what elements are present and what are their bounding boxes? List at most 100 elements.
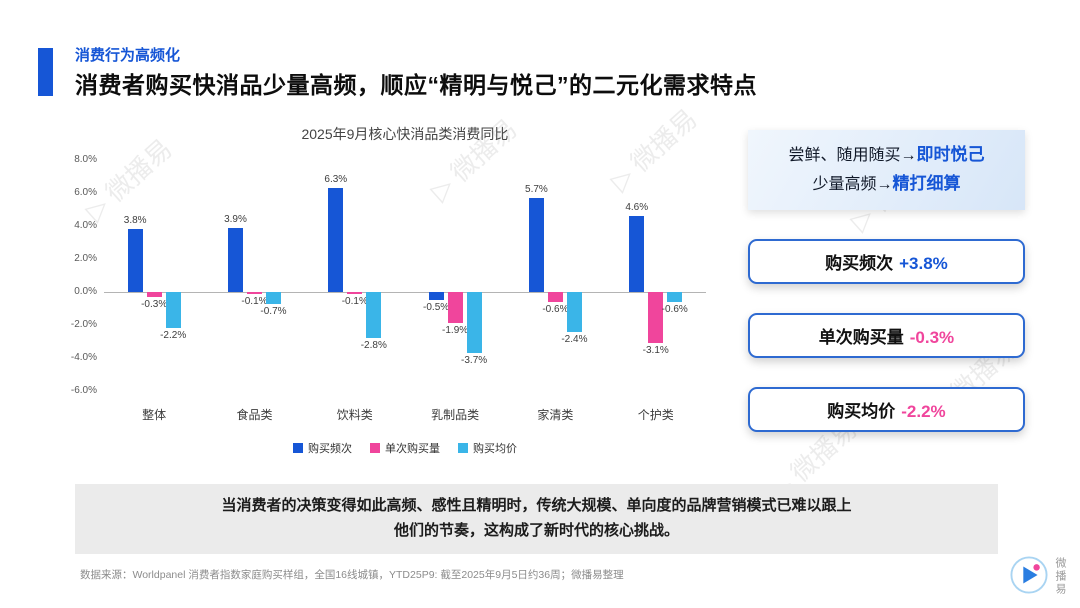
legend-item: 购买均价 <box>457 440 517 456</box>
y-tick-label: 0.0% <box>74 286 97 297</box>
stat-value: -2.2% <box>901 401 946 421</box>
zero-axis-line <box>104 292 706 293</box>
bar-series3-cat1 <box>165 292 181 329</box>
category-axis: 整体 食品类 饮料类 乳制品类 家清类 个护类 <box>104 406 706 423</box>
bar-value-label: -0.6% <box>661 303 688 315</box>
bar-group-cat4: -0.5% -1.9% -3.7% <box>405 160 505 391</box>
category-label: 个护类 <box>637 408 674 422</box>
bar-value-label: -0.7% <box>260 305 287 317</box>
plot-column: 3.8% -0.3% -2.2% 3.9% -0.1% -0.7% 6.3% -0.1% -2.… <box>104 160 706 456</box>
bar-group-cat1: 3.8% -0.3% -2.2% <box>104 160 204 391</box>
legend-item: 单次购买量 <box>369 440 440 456</box>
bar-value-label: -3.7% <box>461 355 488 367</box>
bar-series1-cat2 <box>227 227 243 292</box>
legend-swatch <box>292 443 303 453</box>
bar-group-cat5: 5.7% -0.6% -2.4% <box>505 160 605 391</box>
callout-line-1: 当消费者的决策变得如此高频、感性且精明时，传统大规模、单向度的品牌营销模式已难以… <box>221 497 852 514</box>
weiboyi-logo-icon <box>1010 556 1048 594</box>
bar-value-label: -0.3% <box>141 298 168 310</box>
brand-name: 微播易 <box>1054 557 1066 596</box>
bar-value-label: -0.5% <box>423 302 450 314</box>
bar-series3-cat3 <box>366 292 382 339</box>
page-title: 消费者购买快消品少量高频，顺应“精明与悦己”的二元化需求特点 <box>75 72 757 98</box>
bar-value-label: -3.1% <box>642 345 669 357</box>
y-tick-label: 8.0% <box>74 154 97 165</box>
bar-series1-cat5 <box>528 197 544 292</box>
bar-series2-cat5 <box>547 292 563 302</box>
legend-label: 购买频次 <box>307 443 352 455</box>
bar-value-label: -2.2% <box>160 330 187 342</box>
bar-group-cat3: 6.3% -0.1% -2.8% <box>305 160 405 391</box>
bar-value-label: -2.8% <box>360 340 387 352</box>
bar-series2-cat6 <box>648 292 664 344</box>
plot-area: 3.8% -0.3% -2.2% 3.9% -0.1% -0.7% 6.3% -0.1% -2.… <box>104 160 706 391</box>
bar-series2-cat1 <box>146 292 162 297</box>
y-tick-label: 2.0% <box>74 253 97 264</box>
bar-series3-cat4 <box>466 292 482 354</box>
legend-label: 购买均价 <box>472 443 517 455</box>
legend-item: 购买频次 <box>292 440 352 456</box>
y-axis: 8.0% 6.0% 4.0% 2.0% 0.0% -2.0% -4.0% -6.0% <box>60 154 104 396</box>
bar-series1-cat1 <box>127 229 143 292</box>
chart-title: 2025年9月核心快消品类消费同比 <box>301 126 509 142</box>
data-source-note: 数据来源：Worldpanel 消费者指数家庭购买样组，全国16线城镇，YTD2… <box>80 569 624 581</box>
summary-callout: 当消费者的决策变得如此高频、感性且精明时，传统大规模、单向度的品牌营销模式已难以… <box>75 484 998 554</box>
legend-label: 单次购买量 <box>384 443 440 455</box>
title-accent-bar <box>38 48 53 96</box>
insight-line-2: 少量高频→精打细算 <box>756 170 1017 199</box>
bar-value-label: 3.8% <box>123 215 147 227</box>
y-tick-label: -2.0% <box>70 319 97 330</box>
bar-value-label: -0.1% <box>341 295 368 307</box>
chart-body: 8.0% 6.0% 4.0% 2.0% 0.0% -2.0% -4.0% -6.0% 3.8%… <box>60 154 706 456</box>
stat-box-purchase-frequency: 购买频次 +3.8% <box>747 238 1025 284</box>
y-tick-label: -4.0% <box>70 352 97 363</box>
bar-group-cat2: 3.9% -0.1% -0.7% <box>204 160 304 391</box>
bar-series2-cat4 <box>447 292 463 324</box>
section-kicker: 消费行为高频化 <box>75 47 181 64</box>
bar-series1-cat4 <box>428 292 444 301</box>
category-label: 饮料类 <box>336 408 373 422</box>
bar-value-label: 6.3% <box>324 174 348 186</box>
insight-line-1: 尝鲜、随用随买→即时悦己 <box>756 141 1017 170</box>
bar-value-label: 4.6% <box>625 202 649 214</box>
main-content: 2025年9月核心快消品类消费同比 8.0% 6.0% 4.0% 2.0% 0.0% -2… <box>60 124 1025 456</box>
bar-value-label: -1.9% <box>442 325 469 337</box>
stat-value: +3.8% <box>899 253 948 273</box>
category-label: 家清类 <box>537 408 574 422</box>
bar-value-label: 3.9% <box>224 213 247 225</box>
bar-series2-cat2 <box>246 292 262 294</box>
bar-series3-cat2 <box>265 292 281 304</box>
insight-line1-highlight: 即时悦己 <box>916 145 985 164</box>
callout-line-2: 他们的节奏，这构成了新时代的核心挑战。 <box>393 521 679 539</box>
category-label: 食品类 <box>236 408 273 422</box>
bar-value-label: -0.1% <box>241 295 268 307</box>
insight-box: 尝鲜、随用随买→即时悦己 少量高频→精打细算 <box>747 130 1025 210</box>
insight-line2-highlight: 精打细算 <box>892 173 961 193</box>
legend-swatch <box>457 443 468 453</box>
bar-series3-cat5 <box>566 292 582 332</box>
bar-value-label: 5.7% <box>525 183 548 195</box>
y-tick-label: -6.0% <box>70 385 97 396</box>
insight-line1-text: 尝鲜、随用随买→ <box>788 147 917 164</box>
bar-series2-cat3 <box>347 292 363 294</box>
y-tick-label: 6.0% <box>74 187 97 198</box>
y-tick-label: 4.0% <box>74 220 97 231</box>
bar-series1-cat3 <box>328 188 344 292</box>
bar-chart: 2025年9月核心快消品类消费同比 8.0% 6.0% 4.0% 2.0% 0.0% -2… <box>60 124 706 456</box>
bar-group-cat6: 4.6% -3.1% -0.6% <box>606 160 706 391</box>
category-label: 乳制品类 <box>431 408 480 422</box>
bar-value-label: -0.6% <box>542 303 569 315</box>
stat-box-purchase-volume: 单次购买量 -0.3% <box>747 312 1025 358</box>
stat-label: 购买频次 <box>825 253 894 273</box>
bar-value-label: -2.4% <box>561 333 588 345</box>
stat-label: 购买均价 <box>827 401 896 421</box>
stat-label: 单次购买量 <box>818 327 904 347</box>
right-panel: 尝鲜、随用随买→即时悦己 少量高频→精打细算 购买频次 +3.8% 单次购买量 -0… <box>747 124 1025 456</box>
stat-box-average-price: 购买均价 -2.2% <box>747 386 1025 432</box>
stat-value: -0.3% <box>909 327 955 347</box>
bar-series1-cat6 <box>629 216 645 292</box>
legend-swatch <box>369 443 380 453</box>
category-label: 整体 <box>142 408 167 422</box>
bar-series3-cat6 <box>667 292 683 302</box>
